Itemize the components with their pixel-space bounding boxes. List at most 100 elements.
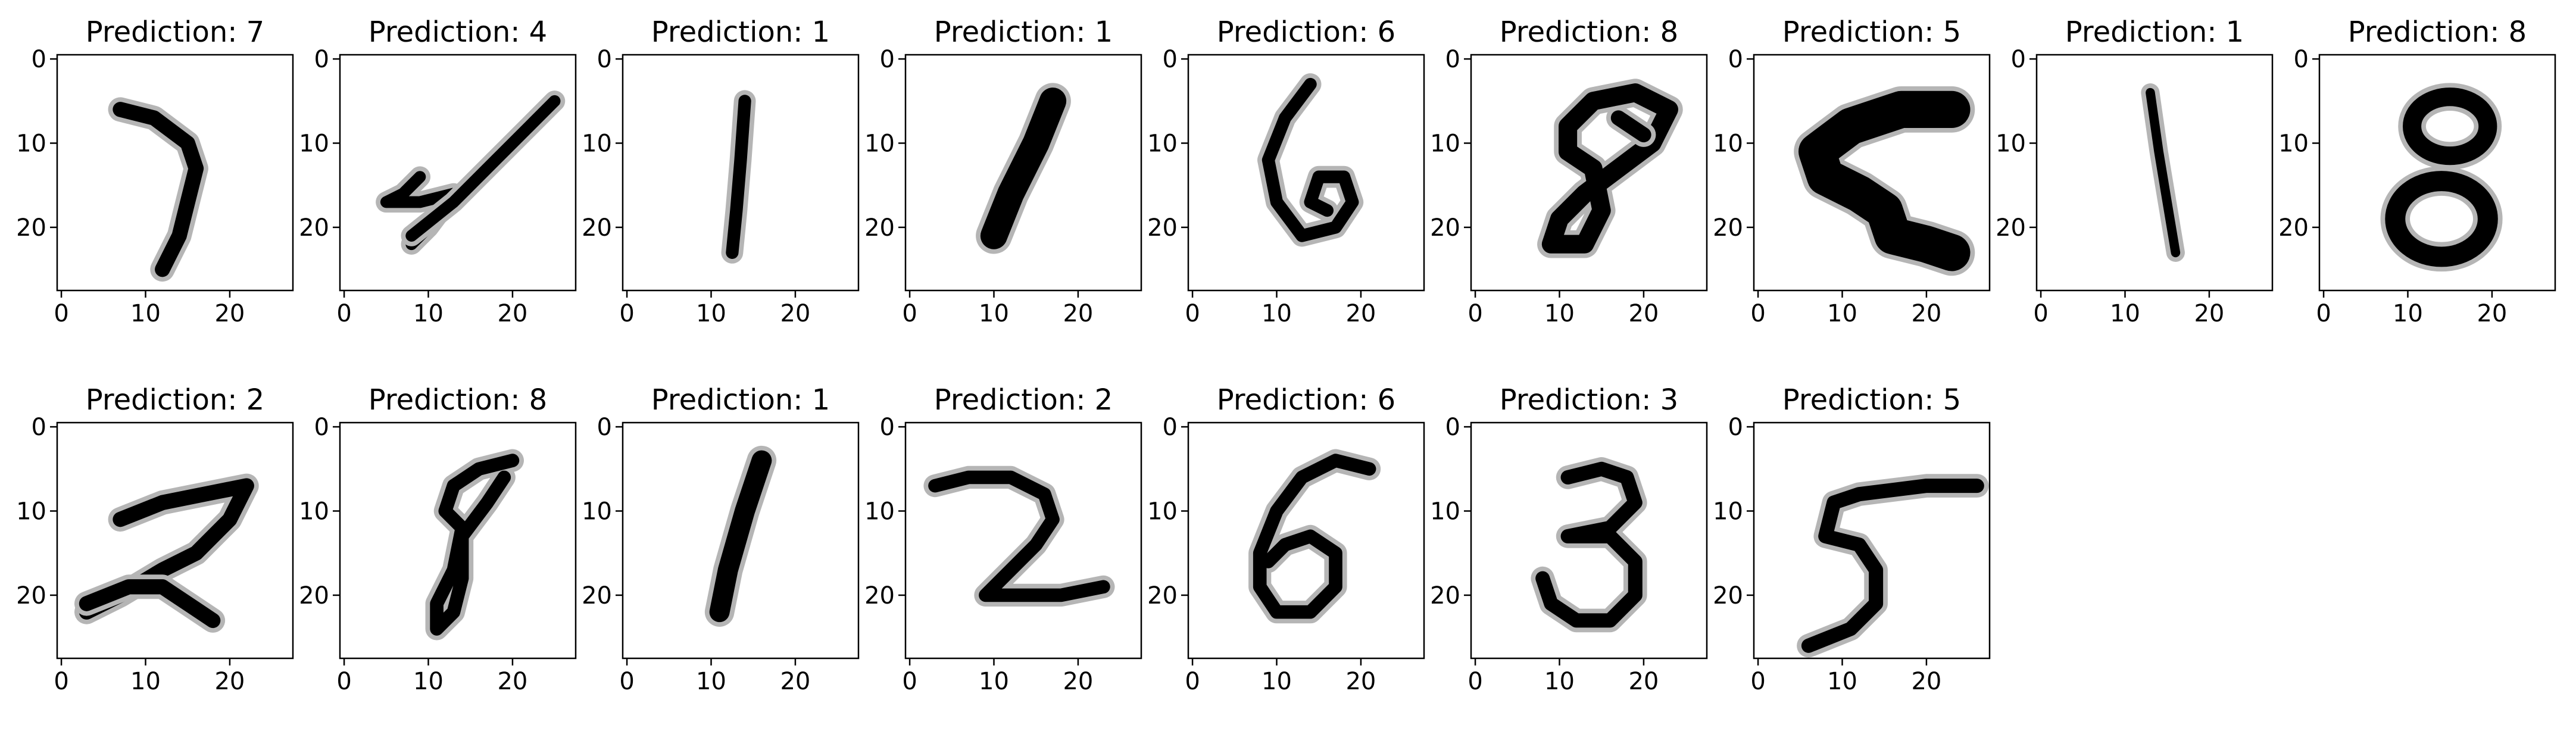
axes-frame xyxy=(1470,54,1708,292)
digit-panel: Prediction: 7 0 10 20 0 10 20 xyxy=(16,13,304,382)
x-tick-label: 10 xyxy=(1262,668,1292,695)
y-tick-label: 0 xyxy=(597,46,612,73)
digit-axes-svg: Prediction: 1 0 10 20 0 10 20 xyxy=(582,15,860,327)
y-tick-label: 0 xyxy=(1163,414,1178,441)
digit-image-background xyxy=(905,423,1141,658)
digit-axes-svg: Prediction: 6 0 10 20 0 10 20 xyxy=(1147,15,1425,327)
digit-panel: Prediction: 1 0 10 20 0 10 20 xyxy=(582,381,870,750)
y-tick-label: 0 xyxy=(880,46,895,73)
x-tick-label: 10 xyxy=(1544,300,1575,327)
y-tick-label: 0 xyxy=(314,46,329,73)
digit-axes-svg: Prediction: 8 0 10 20 0 10 20 xyxy=(1430,15,1708,327)
panel-title: Prediction: 6 xyxy=(1217,383,1395,417)
digit-stroke xyxy=(405,95,561,242)
digit-image-background xyxy=(57,423,293,658)
digit-stroke xyxy=(1262,77,1359,242)
axes-frame xyxy=(904,54,1142,292)
digit-image xyxy=(1248,449,1381,624)
panel-title: Prediction: 4 xyxy=(369,15,547,49)
digit-image xyxy=(1257,73,1364,247)
panel-title: Prediction: 8 xyxy=(2348,15,2527,49)
x-tick-label: 10 xyxy=(413,300,444,327)
digit-stroke xyxy=(1798,90,1971,271)
y-tick-label: 0 xyxy=(32,46,46,73)
y-tick-label: 0 xyxy=(1728,414,1743,441)
digit-image xyxy=(721,90,756,264)
panel-title: Prediction: 1 xyxy=(651,15,830,49)
digit-image xyxy=(2380,83,2503,272)
digit-axes-svg: Prediction: 5 0 10 20 0 10 20 xyxy=(1713,15,1991,327)
x-tick-label: 0 xyxy=(54,300,68,327)
y-tick-label: 10 xyxy=(299,130,329,158)
digit-stroke xyxy=(709,450,772,623)
digit-panel: Prediction: 1 0 10 20 0 10 20 xyxy=(582,13,870,382)
axes-frame xyxy=(2318,54,2556,292)
digit-panel: Prediction: 1 0 10 20 0 10 20 xyxy=(1996,13,2284,382)
y-tick-label: 20 xyxy=(2278,214,2309,242)
y-tick-label: 10 xyxy=(299,498,329,526)
digit-stroke xyxy=(1535,461,1643,628)
x-tick-label: 10 xyxy=(2393,300,2423,327)
digit-axes-svg: Prediction: 6 0 10 20 0 10 20 xyxy=(1147,383,1425,695)
digit-image xyxy=(1537,79,1683,258)
digit-panel: Prediction: 8 0 10 20 0 10 20 xyxy=(2278,13,2566,382)
x-tick-label: 20 xyxy=(214,668,245,695)
digit-panel: Prediction: 2 0 10 20 0 10 20 xyxy=(16,381,304,750)
x-tick-label: 10 xyxy=(130,300,161,327)
x-tick-label: 10 xyxy=(979,668,1009,695)
x-tick-label: 20 xyxy=(2477,300,2507,327)
axes-frame xyxy=(1753,421,1991,660)
y-tick-label: 20 xyxy=(1713,582,1743,610)
digit-axes-svg: Prediction: 5 0 10 20 0 10 20 xyxy=(1713,383,1991,695)
digit-axes-svg: Prediction: 2 0 10 20 0 10 20 xyxy=(864,383,1142,695)
axes-frame xyxy=(56,421,294,660)
x-tick-label: 10 xyxy=(1827,668,1857,695)
digit-panel: Prediction: 3 0 10 20 0 10 20 xyxy=(1430,381,1718,750)
y-tick-label: 20 xyxy=(299,214,329,242)
y-tick-label: 20 xyxy=(1996,214,2026,242)
y-tick-label: 10 xyxy=(582,130,612,158)
digit-stroke xyxy=(928,470,1110,602)
x-tick-label: 20 xyxy=(497,668,527,695)
digit-stroke xyxy=(2146,88,2181,258)
y-tick-label: 0 xyxy=(597,414,612,441)
x-tick-label: 10 xyxy=(696,300,726,327)
panel-title: Prediction: 1 xyxy=(2065,15,2244,49)
axes-frame xyxy=(1470,421,1708,660)
x-tick-label: 10 xyxy=(2110,300,2140,327)
x-tick-label: 0 xyxy=(1467,300,1482,327)
axes-frame xyxy=(2035,54,2274,292)
digit-stroke xyxy=(1801,479,1984,653)
y-tick-label: 10 xyxy=(1713,498,1743,526)
y-tick-label: 20 xyxy=(1147,582,1178,610)
x-tick-label: 0 xyxy=(1750,300,1765,327)
y-tick-label: 0 xyxy=(2011,46,2026,73)
digit-panel: Prediction: 4 0 10 20 0 10 20 xyxy=(299,13,587,382)
digit-stroke xyxy=(2403,88,2497,165)
panel-title: Prediction: 8 xyxy=(1500,15,1678,49)
y-tick-label: 10 xyxy=(2278,130,2309,158)
x-tick-label: 20 xyxy=(1628,668,1659,695)
y-tick-label: 20 xyxy=(864,214,895,242)
digit-axes-svg: Prediction: 1 0 10 20 0 10 20 xyxy=(582,383,860,695)
y-tick-label: 20 xyxy=(1430,582,1460,610)
digit-image xyxy=(74,473,259,633)
y-tick-label: 10 xyxy=(582,498,612,526)
x-tick-label: 0 xyxy=(902,300,917,327)
y-tick-label: 10 xyxy=(16,130,46,158)
y-tick-label: 0 xyxy=(1163,46,1178,73)
digit-stroke xyxy=(1253,454,1376,619)
x-tick-label: 20 xyxy=(2194,300,2224,327)
axes-frame xyxy=(622,421,860,660)
y-tick-label: 10 xyxy=(1147,498,1178,526)
x-tick-label: 10 xyxy=(979,300,1009,327)
digit-panel: Prediction: 8 0 10 20 0 10 20 xyxy=(299,381,587,750)
axes-frame xyxy=(904,421,1142,660)
panel-title: Prediction: 5 xyxy=(1782,383,1961,417)
x-tick-label: 0 xyxy=(902,668,917,695)
x-tick-label: 20 xyxy=(780,300,810,327)
y-tick-label: 20 xyxy=(1147,214,1178,242)
y-tick-label: 20 xyxy=(16,214,46,242)
x-tick-label: 0 xyxy=(1467,668,1482,695)
x-tick-label: 10 xyxy=(1544,668,1575,695)
